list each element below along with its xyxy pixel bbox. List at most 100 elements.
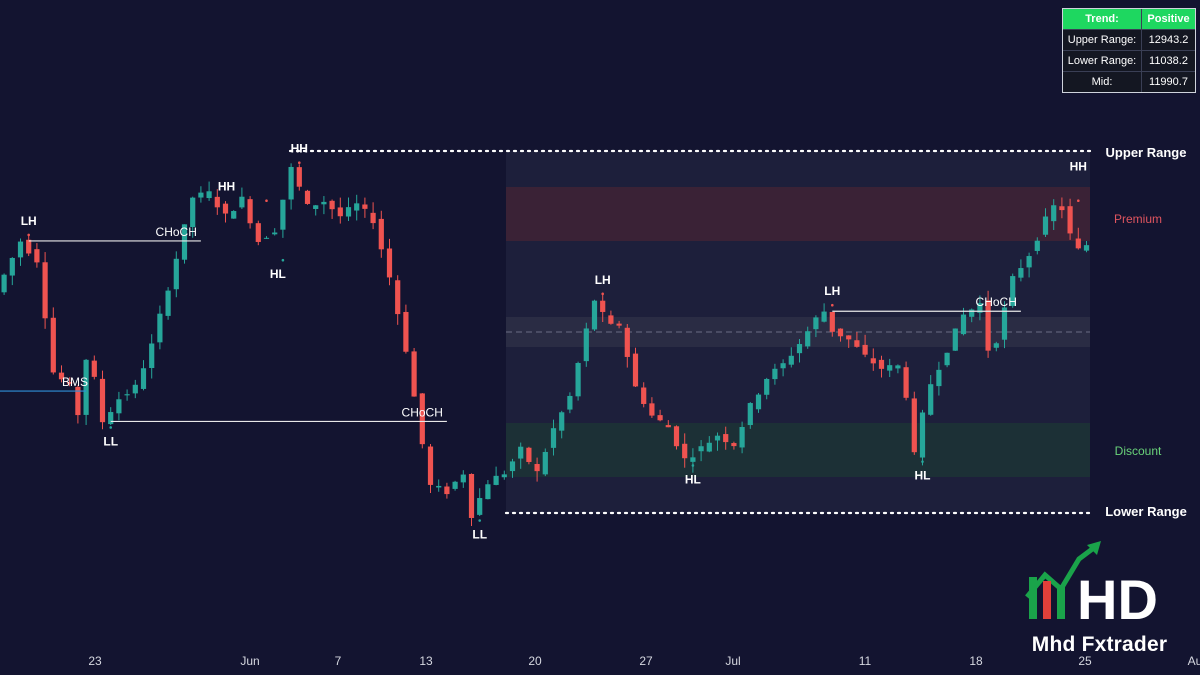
candle-body: [157, 313, 163, 343]
candle-body: [518, 446, 524, 459]
trend-row: Trend: Positive: [1063, 9, 1195, 29]
candle-body: [9, 257, 15, 276]
candle-body: [616, 323, 622, 326]
swing-dot-6: [601, 292, 604, 296]
brand-logo: HD: [1025, 541, 1158, 631]
upper-range-value: 12943.2: [1148, 34, 1189, 46]
candle-body: [723, 434, 729, 443]
candle-body: [321, 201, 327, 205]
swing-dot-0: [27, 233, 31, 237]
candle-body: [813, 317, 819, 330]
premium-label: Premium: [1114, 212, 1162, 226]
candle-body: [345, 207, 352, 217]
candle-body: [714, 435, 721, 441]
candle-body: [1026, 256, 1032, 268]
structure-label-2: CHoCH: [976, 295, 1017, 309]
candle-body: [985, 300, 991, 351]
x-tick-10: Au: [1188, 654, 1200, 668]
candle-body: [214, 196, 220, 208]
upper-range-label: Upper Range: [1106, 145, 1187, 160]
candle-body: [501, 474, 507, 478]
swing-label-6: LH: [595, 273, 611, 287]
candle-body: [313, 205, 319, 209]
candle-body: [878, 359, 885, 369]
candle-body: [198, 192, 204, 198]
candle-body: [304, 190, 311, 204]
swing-label-3: HH: [291, 142, 308, 156]
candle-body: [1034, 240, 1040, 251]
candle-body: [419, 393, 425, 445]
candle-body: [1018, 268, 1024, 278]
candle-body: [649, 403, 655, 416]
swing-dot-4: [281, 258, 285, 262]
swing-dot-10: [1077, 199, 1080, 203]
logo-candle-red: [1043, 581, 1051, 619]
candle-body: [903, 367, 909, 398]
candle-body: [575, 363, 581, 397]
candle-body: [542, 451, 548, 475]
candle-body: [222, 203, 229, 214]
candle-body: [288, 166, 294, 200]
candle-body: [936, 369, 942, 387]
candle-body: [206, 191, 212, 199]
candle-body: [255, 223, 261, 242]
trend-key: Trend:: [1063, 9, 1142, 29]
candle-body: [50, 317, 56, 373]
candle-body: [116, 399, 122, 414]
swing-label-1: LL: [103, 434, 118, 448]
candles-layer: [1, 163, 1090, 527]
x-tick-1: Jun: [240, 654, 259, 668]
swing-dot-1: [109, 426, 112, 429]
swing-label-5: LL: [472, 528, 487, 542]
candle-body: [132, 384, 138, 394]
swing-dot-8: [831, 303, 834, 307]
candle-body: [468, 473, 475, 518]
x-tick-5: 27: [639, 654, 653, 668]
trend-value: Positive: [1142, 9, 1195, 29]
lower-range-label: Lower Range: [1105, 504, 1187, 519]
candle-body: [657, 415, 663, 421]
candle-body: [83, 359, 89, 415]
structure-label-3: BMS: [62, 375, 88, 389]
candle-body: [1001, 307, 1008, 340]
candle-body: [665, 425, 671, 428]
candle-body: [731, 443, 737, 447]
structure-label-1: CHoCH: [402, 405, 443, 419]
candle-body: [485, 484, 491, 500]
candle-body: [99, 378, 106, 423]
lower-range-value: 11038.2: [1149, 55, 1188, 67]
structure-layer: CHoCH CHoCH CHoCH BMS: [0, 225, 1021, 423]
candle-body: [698, 446, 704, 452]
candle-body: [58, 372, 65, 380]
range-zones: [288, 149, 1092, 515]
candle-body: [1067, 206, 1073, 234]
x-tick-9: 25: [1078, 654, 1092, 668]
lower-range-key: Lower Range:: [1063, 51, 1142, 71]
x-tick-0: 23: [88, 654, 102, 668]
x-tick-4: 20: [528, 654, 542, 668]
candle-body: [624, 327, 630, 357]
candle-body: [837, 328, 844, 337]
candle-body: [1, 274, 7, 293]
candle-body: [772, 368, 778, 380]
candle-body: [747, 403, 753, 426]
candle-body: [632, 353, 639, 387]
swing-dot-5: [478, 519, 482, 522]
candle-body: [477, 498, 483, 515]
candle-body: [280, 199, 286, 230]
brand-name: Mhd Fxtrader: [1031, 633, 1168, 656]
candle-body: [296, 167, 302, 187]
logo-text: HD: [1077, 568, 1158, 631]
candle-body: [444, 486, 450, 495]
swing-label-9: HL: [915, 469, 931, 483]
candle-body: [846, 335, 852, 340]
candle-body: [690, 457, 696, 462]
candle-body: [755, 394, 762, 410]
candle-body: [682, 443, 688, 459]
swing-dot-3: [298, 161, 301, 165]
candle-body: [378, 218, 384, 250]
candle-body: [583, 328, 589, 362]
candle-body: [140, 368, 147, 389]
candle-body: [1083, 245, 1090, 251]
